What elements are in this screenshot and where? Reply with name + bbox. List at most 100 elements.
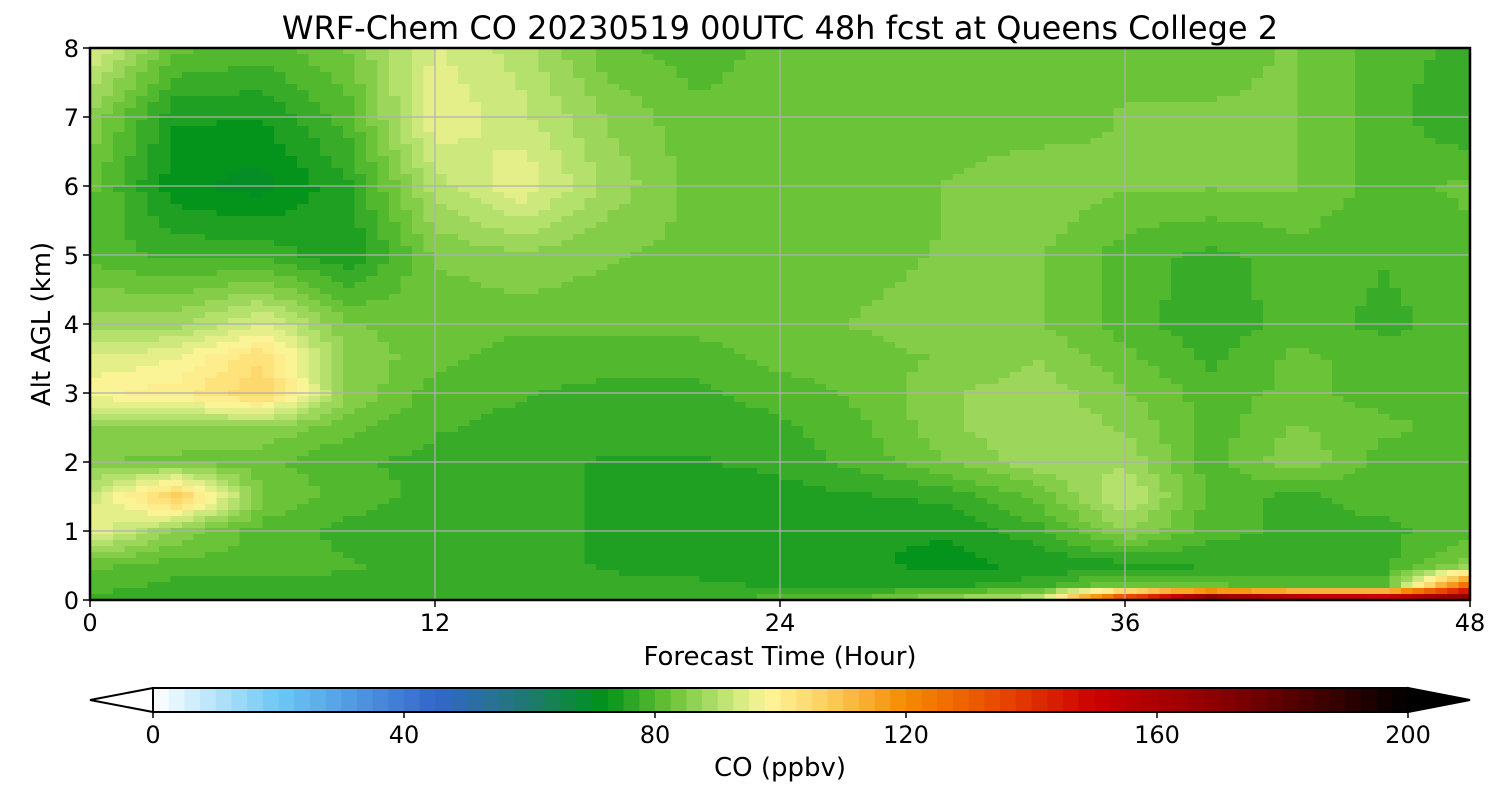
field-cell (1458, 90, 1471, 97)
field-cell (193, 246, 206, 253)
field-cell (515, 84, 528, 91)
field-cell (941, 240, 954, 247)
field-cell (780, 294, 793, 301)
field-cell (653, 198, 666, 205)
field-cell (331, 120, 344, 127)
field-cell (1458, 54, 1471, 61)
field-cell (895, 288, 908, 295)
field-cell (1343, 48, 1356, 55)
field-cell (987, 54, 1000, 61)
field-cell (239, 102, 252, 109)
field-cell (630, 90, 643, 97)
field-cell (1297, 240, 1310, 247)
field-cell (1286, 174, 1299, 181)
field-cell (803, 138, 816, 145)
field-cell (987, 72, 1000, 79)
field-cell (515, 102, 528, 109)
field-cell (1182, 192, 1195, 199)
field-cell (1263, 60, 1276, 67)
field-cell (1113, 258, 1126, 265)
field-cell (1320, 258, 1333, 265)
field-cell (262, 258, 275, 265)
field-cell (423, 108, 436, 115)
field-cell (527, 108, 540, 115)
field-cell (711, 288, 724, 295)
field-cell (251, 138, 264, 145)
field-cell (90, 186, 103, 193)
field-cell (504, 108, 517, 115)
field-cell (1182, 288, 1195, 295)
field-cell (814, 120, 827, 127)
field-cell (780, 66, 793, 73)
field-cell (1159, 78, 1172, 85)
field-cell (1113, 216, 1126, 223)
field-cell (469, 54, 482, 61)
field-cell (1125, 144, 1138, 151)
field-cell (159, 66, 172, 73)
field-cell (205, 66, 218, 73)
field-cell (1389, 186, 1402, 193)
field-cell (803, 234, 816, 241)
field-cell (1320, 198, 1333, 205)
field-cell (1309, 204, 1322, 211)
field-cell (619, 288, 632, 295)
field-cell (354, 162, 367, 169)
field-cell (699, 156, 712, 163)
field-cell (1297, 246, 1310, 253)
field-cell (1136, 120, 1149, 127)
field-cell (1056, 126, 1069, 133)
field-cell (711, 144, 724, 151)
field-cell (1217, 246, 1230, 253)
field-cell (1194, 66, 1207, 73)
field-cell (814, 126, 827, 133)
field-cell (1090, 156, 1103, 163)
field-cell (1217, 198, 1230, 205)
field-cell (964, 96, 977, 103)
field-cell (101, 168, 114, 175)
field-cell (1251, 156, 1264, 163)
field-cell (458, 90, 471, 97)
field-cell (607, 54, 620, 61)
field-cell (147, 276, 160, 283)
field-cell (297, 162, 310, 169)
field-cell (941, 276, 954, 283)
field-cell (550, 162, 563, 169)
field-cell (481, 180, 494, 187)
field-cell (101, 156, 114, 163)
field-cell (90, 228, 103, 235)
field-cell (1033, 90, 1046, 97)
field-cell (1412, 48, 1425, 55)
field-cell (182, 276, 195, 283)
field-cell (124, 276, 137, 283)
field-cell (584, 192, 597, 199)
field-cell (216, 96, 229, 103)
field-cell (1435, 228, 1448, 235)
field-cell (1217, 276, 1230, 283)
field-cell (757, 72, 770, 79)
field-cell (837, 198, 850, 205)
field-cell (320, 162, 333, 169)
field-cell (1171, 222, 1184, 229)
field-cell (435, 270, 448, 277)
field-cell (952, 78, 965, 85)
field-cell (1447, 222, 1460, 229)
field-cell (377, 90, 390, 97)
field-cell (320, 246, 333, 253)
field-cell (251, 264, 264, 271)
field-cell (929, 108, 942, 115)
field-cell (952, 276, 965, 283)
field-cell (170, 204, 183, 211)
field-cell (837, 90, 850, 97)
field-cell (1389, 66, 1402, 73)
field-cell (1205, 72, 1218, 79)
field-cell (883, 102, 896, 109)
field-cell (377, 72, 390, 79)
field-cell (1286, 228, 1299, 235)
field-cell (90, 264, 103, 271)
field-cell (354, 168, 367, 175)
field-cell (274, 72, 287, 79)
field-cell (1021, 228, 1034, 235)
field-cell (745, 174, 758, 181)
field-cell (1263, 102, 1276, 109)
field-cell (400, 294, 413, 301)
